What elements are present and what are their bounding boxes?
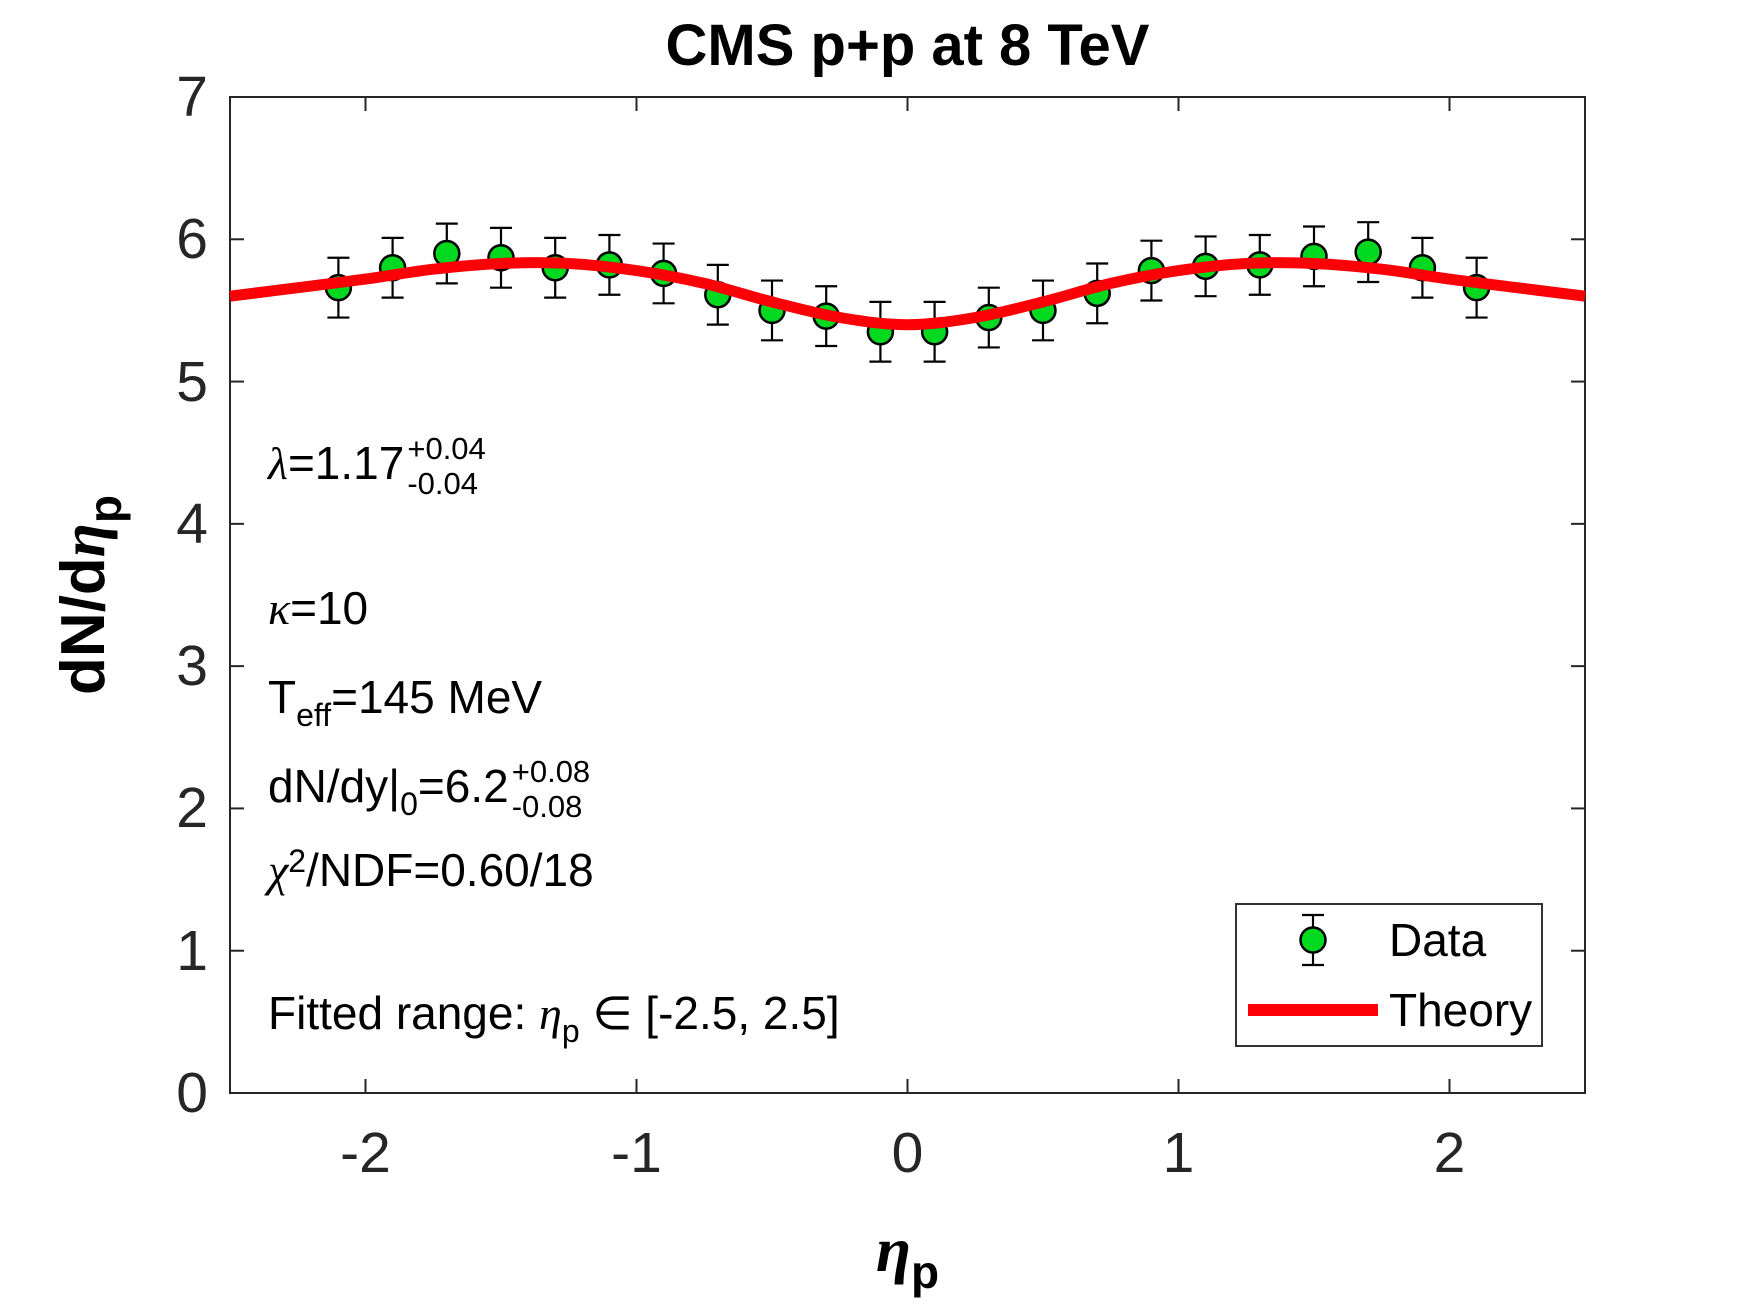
annotation-dndy-lower-error: -0.08 [511,788,583,824]
y-tick-label: 5 [176,349,208,414]
annotation-fitted-range: Fitted range: ηp ∈ [-2.5, 2.5] [268,987,840,1049]
annotation-lambda-value: =1.17 [287,436,405,489]
y-tick-label: 7 [176,65,208,129]
annotation-lambda-upper-error: +0.04 [407,431,486,466]
y-tick-label: 4 [176,491,208,556]
x-axis-label-subscript: p [911,1245,940,1298]
annotation-teff-subscript: eff [296,696,332,733]
annotation-fitted-prefix: Fitted range: [268,987,540,1039]
y-tick-label: 2 [176,776,208,841]
x-tick-label: -2 [340,1121,391,1185]
legend-data-marker-icon [1237,911,1389,969]
annotation-dndy: dN/dy|0=6.2 +0.08 -0.08 [268,754,591,824]
annotation-fitted-subscript: p [561,1012,580,1049]
annotation-teff-value: =145 MeV [331,671,543,723]
y-tick-label: 6 [176,207,208,272]
annotation-kappa: κ=10 [268,583,368,635]
x-tick-label: 1 [1162,1121,1195,1185]
legend-data-label: Data [1389,914,1487,966]
annotation-dndy-value: =6.2 [417,759,509,812]
y-tick-label: 0 [176,1061,208,1125]
annotation-chi2-value: /NDF=0.60/18 [306,844,594,896]
x-tick-label: 0 [891,1121,924,1185]
y-tick-label: 3 [176,634,208,699]
theory-curve [229,257,1586,331]
annotation-fitted-interval: ∈ [-2.5, 2.5] [579,987,840,1039]
legend-theory-line-icon [1248,1004,1378,1016]
eta-symbol: η [539,988,562,1039]
kappa-symbol: κ [268,583,291,634]
legend-theory-label: Theory [1389,984,1533,1036]
annotation-teff-base: T [268,671,297,723]
annotation-lambda: λ=1.17 +0.04 -0.04 [268,431,486,501]
annotation-dndy-subscript: 0 [400,785,418,822]
annotation-chi2: χ2/NDF=0.60/18 [268,842,594,897]
chi-symbol: χ [268,845,289,896]
annotation-lambda-lower-error: -0.04 [407,465,479,501]
legend-entry-data: Data [1237,905,1541,975]
eta-symbol: η [875,1214,911,1285]
x-tick-label: -1 [611,1121,662,1185]
annotation-dndy-base: dN/dy| [268,759,401,812]
y-tick-label: 1 [176,918,208,983]
lambda-symbol: λ [268,437,288,489]
x-tick-label: 2 [1433,1121,1466,1185]
x-axis-label: ηp [230,1212,1585,1298]
chart-title: CMS p+p at 8 TeV [665,13,1150,78]
annotation-teff: Teff=145 MeV [268,671,543,733]
annotation-chi2-exponent: 2 [288,842,307,879]
legend-entry-theory: Theory [1237,975,1541,1045]
annotation-kappa-value: =10 [290,582,369,634]
annotation-dndy-upper-error: +0.08 [511,754,591,789]
legend: Data Theory [1235,903,1543,1047]
data-point [1354,238,1382,266]
